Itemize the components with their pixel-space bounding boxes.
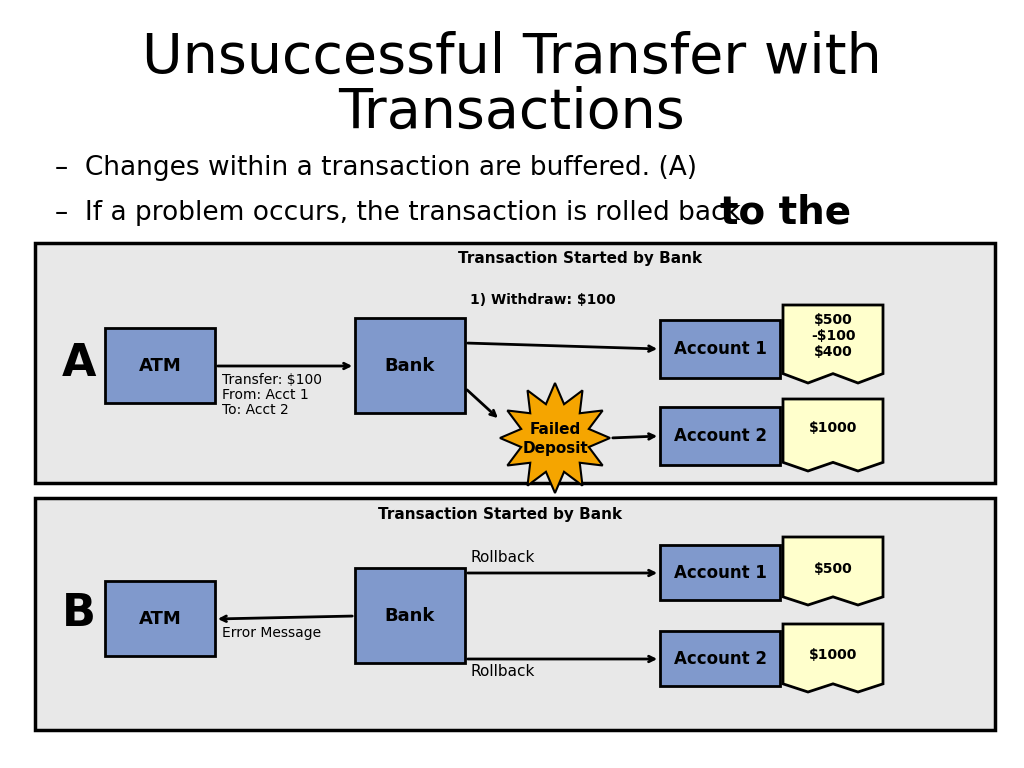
FancyBboxPatch shape bbox=[660, 545, 780, 600]
Text: Account 1: Account 1 bbox=[674, 564, 766, 582]
Text: –  Changes within a transaction are buffered. (A): – Changes within a transaction are buffe… bbox=[55, 155, 697, 181]
FancyBboxPatch shape bbox=[355, 568, 465, 663]
Text: Failed: Failed bbox=[529, 422, 581, 438]
FancyBboxPatch shape bbox=[355, 318, 465, 413]
Polygon shape bbox=[783, 624, 883, 692]
FancyBboxPatch shape bbox=[660, 407, 780, 465]
Text: $500: $500 bbox=[814, 313, 852, 327]
FancyBboxPatch shape bbox=[660, 631, 780, 686]
FancyBboxPatch shape bbox=[660, 320, 780, 378]
Text: A: A bbox=[62, 342, 96, 385]
Text: ATM: ATM bbox=[138, 610, 181, 628]
Text: Account 2: Account 2 bbox=[674, 427, 767, 445]
FancyBboxPatch shape bbox=[105, 328, 215, 403]
Text: –  If a problem occurs, the transaction is rolled back: – If a problem occurs, the transaction i… bbox=[55, 200, 750, 226]
Text: ATM: ATM bbox=[138, 357, 181, 375]
Text: Deposit: Deposit bbox=[522, 441, 588, 455]
FancyBboxPatch shape bbox=[105, 581, 215, 656]
Text: From: Acct 1: From: Acct 1 bbox=[222, 388, 309, 402]
Polygon shape bbox=[783, 399, 883, 471]
FancyBboxPatch shape bbox=[35, 498, 995, 730]
Text: Transaction Started by Bank: Transaction Started by Bank bbox=[458, 250, 702, 266]
FancyBboxPatch shape bbox=[35, 243, 995, 483]
Text: Rollback: Rollback bbox=[470, 551, 535, 565]
Text: $1000: $1000 bbox=[809, 648, 857, 662]
Text: Account 1: Account 1 bbox=[674, 340, 766, 358]
Text: -$100: -$100 bbox=[811, 329, 855, 343]
Text: To: Acct 2: To: Acct 2 bbox=[222, 403, 289, 417]
Text: $1000: $1000 bbox=[809, 421, 857, 435]
Polygon shape bbox=[783, 305, 883, 383]
Text: B: B bbox=[62, 592, 96, 635]
Text: Unsuccessful Transfer with: Unsuccessful Transfer with bbox=[142, 31, 882, 85]
Text: $400: $400 bbox=[814, 345, 852, 359]
Text: Account 2: Account 2 bbox=[674, 650, 767, 668]
Text: Transaction Started by Bank: Transaction Started by Bank bbox=[378, 508, 622, 522]
Text: to the: to the bbox=[720, 194, 851, 232]
Text: $500: $500 bbox=[814, 562, 852, 576]
Text: Error Message: Error Message bbox=[222, 626, 322, 640]
Text: Transactions: Transactions bbox=[339, 86, 685, 140]
Text: 1) Withdraw: $100: 1) Withdraw: $100 bbox=[470, 293, 615, 307]
Polygon shape bbox=[783, 537, 883, 605]
Polygon shape bbox=[500, 383, 610, 493]
Text: Rollback: Rollback bbox=[470, 664, 535, 680]
Text: Bank: Bank bbox=[385, 357, 435, 375]
Text: Transfer: $100: Transfer: $100 bbox=[222, 373, 322, 387]
Text: Bank: Bank bbox=[385, 607, 435, 625]
